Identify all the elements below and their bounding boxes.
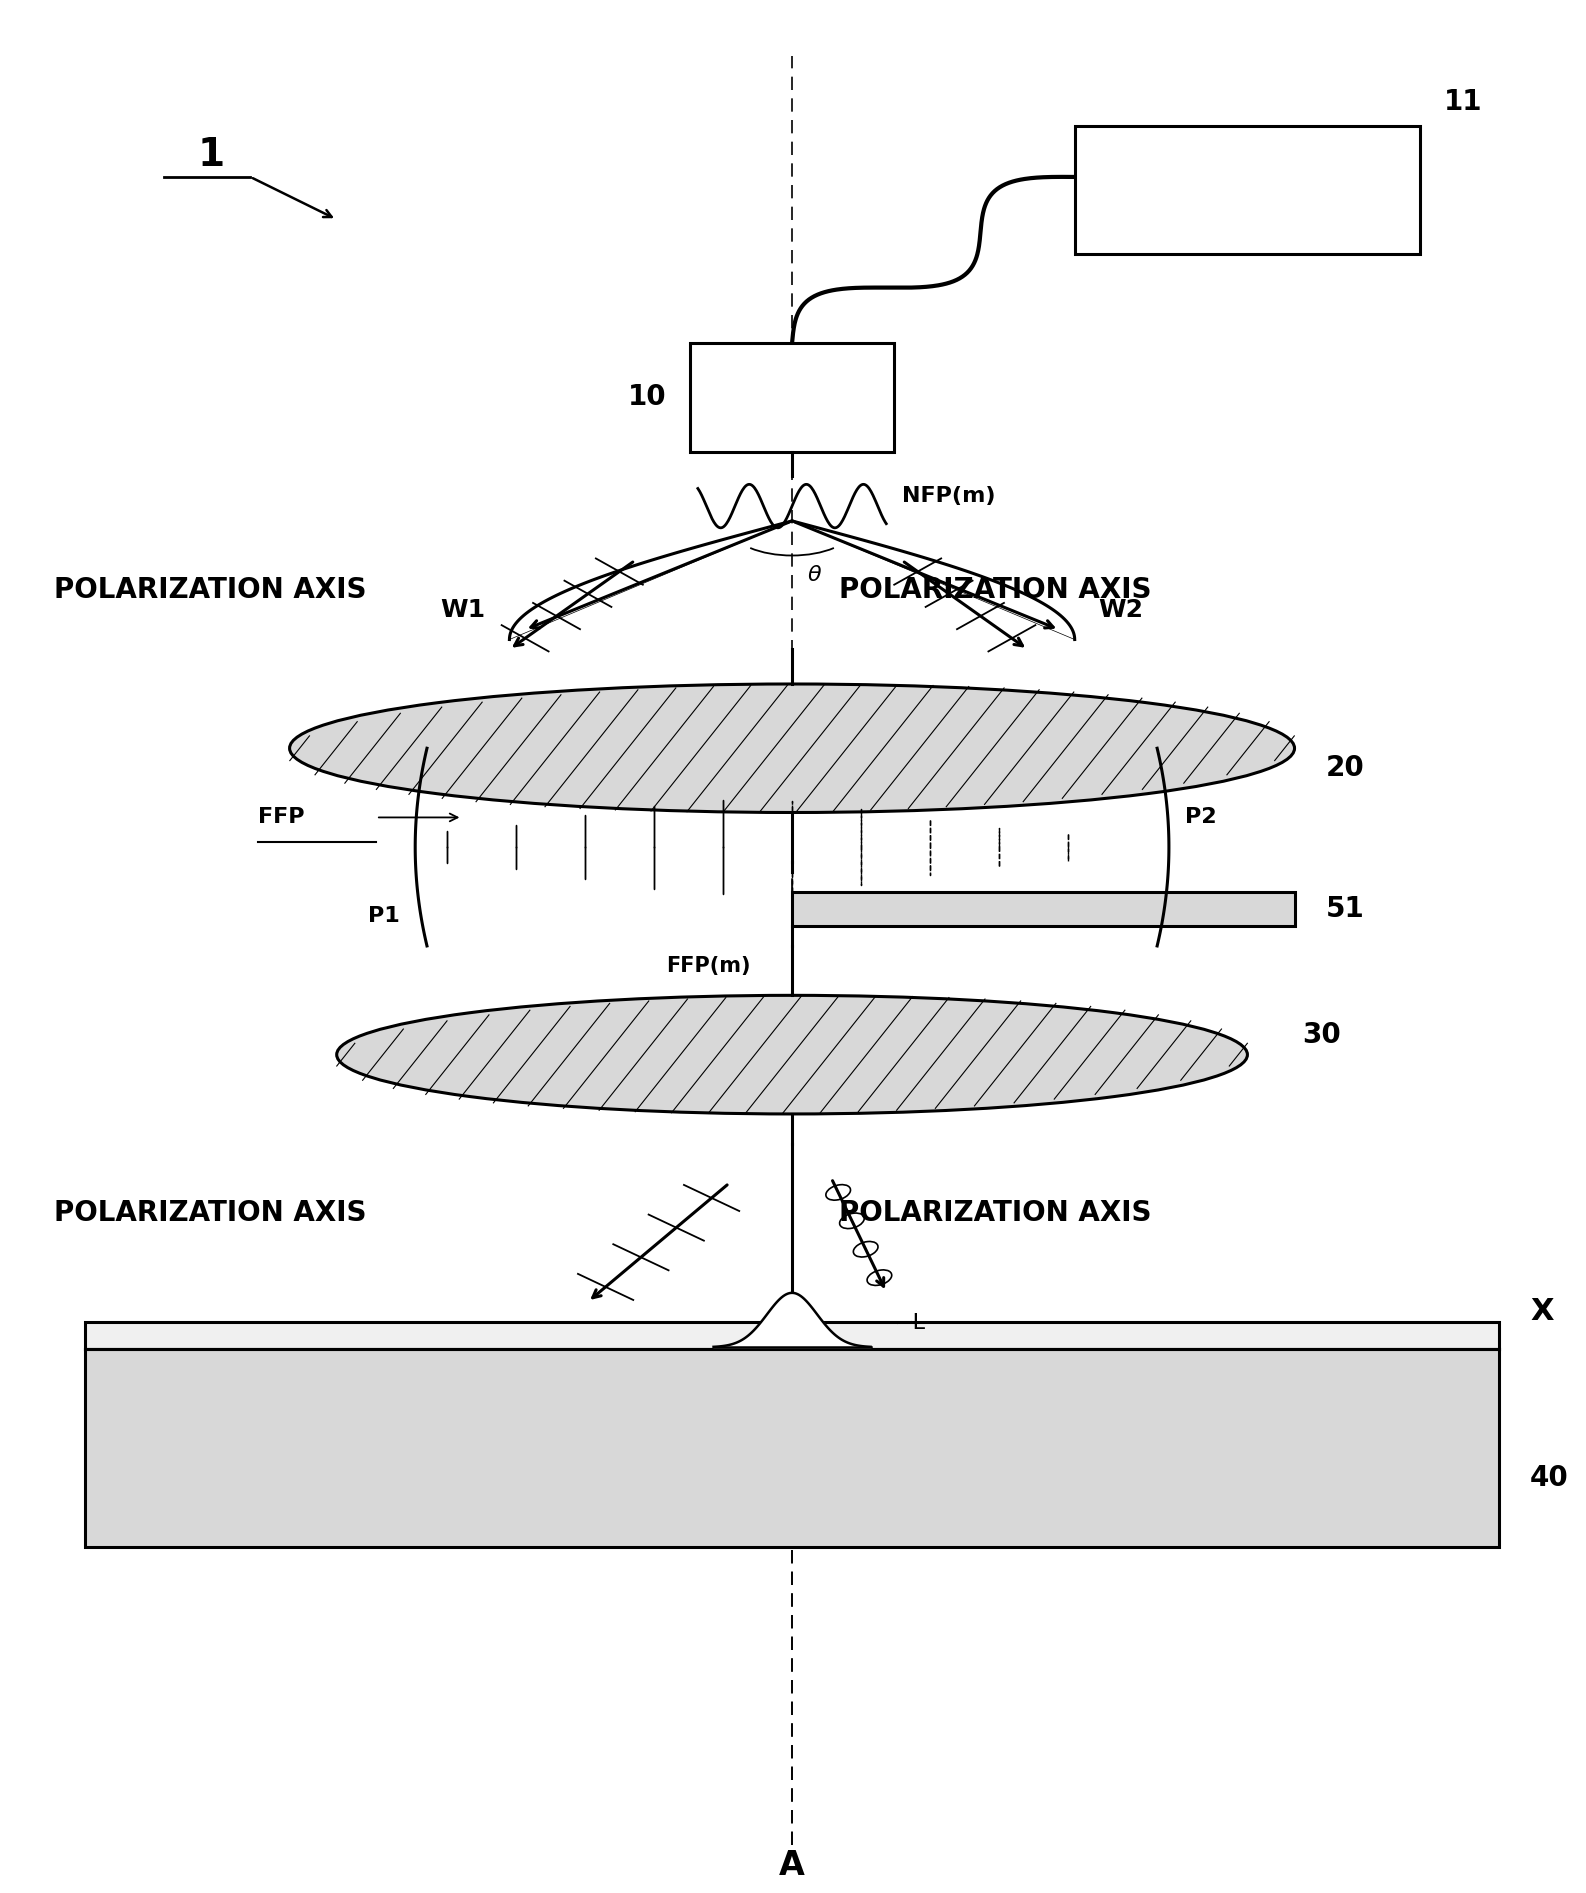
Text: 11: 11 <box>1443 87 1483 115</box>
Bar <box>86 1350 1499 1547</box>
Text: POLARIZATION AXIS: POLARIZATION AXIS <box>839 1198 1151 1227</box>
Text: 20: 20 <box>1326 753 1364 782</box>
Text: X: X <box>1530 1297 1554 1327</box>
Bar <box>1075 125 1419 254</box>
Text: W1: W1 <box>441 598 485 623</box>
Text: W2: W2 <box>1098 598 1144 623</box>
Text: P1: P1 <box>368 907 400 926</box>
Text: POLARIZATION AXIS: POLARIZATION AXIS <box>839 575 1151 604</box>
Ellipse shape <box>290 683 1294 812</box>
Text: P2: P2 <box>1185 808 1216 827</box>
Text: FFP: FFP <box>259 808 305 827</box>
Text: A: A <box>779 1849 806 1882</box>
Text: FFP(m): FFP(m) <box>666 956 750 975</box>
Text: 1: 1 <box>198 136 225 174</box>
Bar <box>690 343 895 452</box>
Text: 40: 40 <box>1530 1463 1569 1492</box>
Polygon shape <box>509 521 791 640</box>
Text: POLARIZATION AXIS: POLARIZATION AXIS <box>54 575 366 604</box>
Polygon shape <box>791 521 1075 640</box>
Text: ~L: ~L <box>895 1312 925 1333</box>
Text: NFP(m): NFP(m) <box>902 487 996 505</box>
Text: 10: 10 <box>628 384 666 411</box>
Bar <box>86 1321 1499 1350</box>
Text: θ: θ <box>807 566 822 585</box>
Ellipse shape <box>336 996 1248 1113</box>
Text: 30: 30 <box>1302 1020 1342 1049</box>
Bar <box>791 892 1294 926</box>
Text: POLARIZATION AXIS: POLARIZATION AXIS <box>54 1198 366 1227</box>
Text: 51: 51 <box>1326 895 1364 924</box>
